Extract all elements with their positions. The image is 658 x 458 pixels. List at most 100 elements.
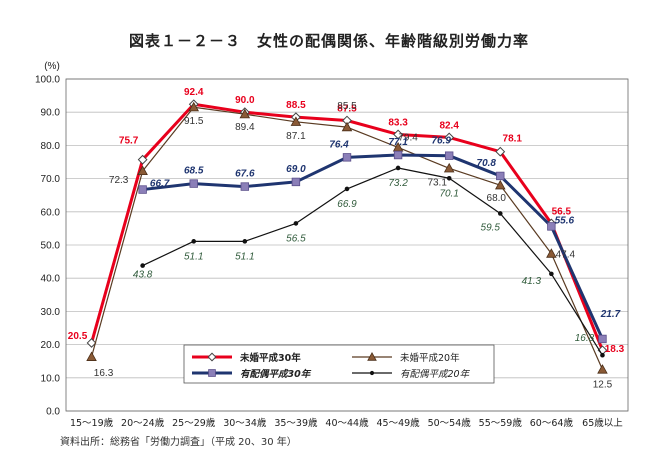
data-label: 59.5 — [481, 222, 501, 233]
data-label: 87.5 — [337, 104, 357, 115]
x-tick-label: 25～29歳 — [172, 417, 216, 429]
data-point — [367, 352, 377, 361]
data-label: 85.5 — [337, 101, 357, 112]
data-label: 66.9 — [337, 199, 357, 210]
data-label: 66.7 — [150, 179, 170, 190]
series-line — [142, 167, 603, 356]
y-tick-label: 80.0 — [41, 141, 61, 152]
data-label: 56.5 — [286, 233, 306, 244]
data-label: 55.6 — [555, 215, 575, 226]
legend-label: 有配偶平成20年 — [400, 368, 471, 380]
data-point — [189, 179, 198, 188]
data-label: 56.5 — [552, 206, 572, 217]
data-point — [239, 108, 251, 119]
x-tick-label: 65歳以上 — [582, 417, 623, 429]
plot-frame — [65, 78, 629, 412]
y-tick-label: 90.0 — [41, 108, 61, 119]
data-label: 70.1 — [439, 188, 458, 199]
data-label: 43.8 — [133, 270, 153, 281]
data-point — [242, 239, 248, 244]
data-point — [138, 185, 147, 194]
data-point — [369, 370, 375, 376]
data-label: 68.0 — [487, 193, 507, 204]
data-label: 69.0 — [286, 164, 306, 175]
x-tick-label: 60～64歳 — [530, 417, 574, 429]
data-label: 77.1 — [388, 137, 408, 148]
data-point — [342, 153, 352, 162]
data-point — [393, 129, 403, 140]
data-label: 73.1 — [427, 177, 447, 188]
data-point — [137, 154, 148, 165]
series-layer — [86, 99, 608, 374]
data-label: 83.3 — [388, 117, 408, 128]
chart-title: 図表１－２－３ 女性の配偶関係、年齢階級別労働力率 — [128, 32, 529, 50]
data-point — [240, 182, 250, 191]
data-label: 51.1 — [235, 251, 254, 262]
data-label: 87.1 — [286, 131, 306, 142]
data-point — [497, 211, 503, 216]
data-point — [86, 338, 97, 348]
data-label: 73.2 — [388, 178, 408, 189]
data-point — [191, 239, 197, 244]
data-point — [291, 177, 301, 187]
data-label: 88.5 — [286, 100, 306, 111]
data-point — [549, 271, 554, 277]
data-label: 91.5 — [184, 116, 204, 127]
data-label: 12.5 — [593, 380, 613, 391]
data-label: 16.3 — [94, 368, 114, 379]
data-label: 20.5 — [68, 331, 88, 342]
legend-label: 未婚平成20年 — [400, 352, 460, 364]
data-point — [597, 364, 608, 374]
y-tick-label: 0.0 — [46, 407, 60, 418]
y-tick-label: 70.0 — [41, 174, 61, 185]
data-point — [444, 151, 454, 160]
data-point — [341, 121, 353, 132]
x-tick-label: 30～34歳 — [223, 417, 267, 429]
data-label: 68.5 — [184, 166, 204, 177]
y-tick-label: 10.0 — [41, 373, 61, 384]
data-label: 21.7 — [600, 309, 621, 320]
data-point — [443, 162, 455, 173]
data-label: 70.8 — [477, 158, 497, 169]
data-point — [495, 146, 506, 157]
data-point — [444, 132, 455, 143]
y-tick-label: 60.0 — [41, 207, 61, 218]
data-point — [395, 165, 401, 171]
x-tick-label: 15～19歳 — [70, 417, 114, 429]
data-point — [290, 116, 302, 126]
data-label: 75.7 — [119, 136, 139, 147]
data-point — [86, 351, 97, 361]
data-label: 92.4 — [184, 87, 204, 98]
data-point — [208, 369, 216, 377]
data-point — [140, 263, 145, 268]
data-label: 41.3 — [522, 276, 542, 287]
x-tick-label: 40～44歳 — [325, 417, 369, 429]
x-tick-label: 50～54歳 — [428, 417, 472, 429]
data-point — [494, 179, 506, 190]
x-tick-label: 45～49歳 — [376, 417, 420, 429]
legend-box — [183, 344, 495, 384]
series-line — [142, 153, 604, 340]
data-point — [496, 171, 505, 181]
data-point — [446, 175, 452, 181]
legend-label: 未婚平成30年 — [239, 352, 301, 364]
data-label: 76.4 — [329, 139, 349, 150]
data-label: 90.0 — [235, 95, 255, 106]
data-point — [546, 248, 557, 258]
axis-layer: 0.0 10.0 20.0 30.0 40.0 50.0 60.0 70.0 80.0 90.0 1… — [35, 61, 629, 429]
data-point — [547, 222, 556, 231]
data-point — [393, 150, 403, 160]
source-note: 資料出所：総務省「労働力調査」（平成 20、30 年） — [60, 437, 297, 448]
data-point — [600, 352, 605, 358]
data-label: 89.4 — [235, 122, 255, 133]
y-tick-label: 40.0 — [41, 274, 61, 285]
data-point — [207, 352, 217, 362]
y-tick-label: 100.0 — [35, 75, 60, 86]
data-label: 16.8 — [575, 333, 595, 344]
legend-label: 有配偶平成30年 — [240, 368, 312, 380]
data-label: 76.9 — [431, 136, 451, 147]
data-label: 51.1 — [184, 251, 203, 262]
y-tick-label: 20.0 — [41, 340, 61, 351]
